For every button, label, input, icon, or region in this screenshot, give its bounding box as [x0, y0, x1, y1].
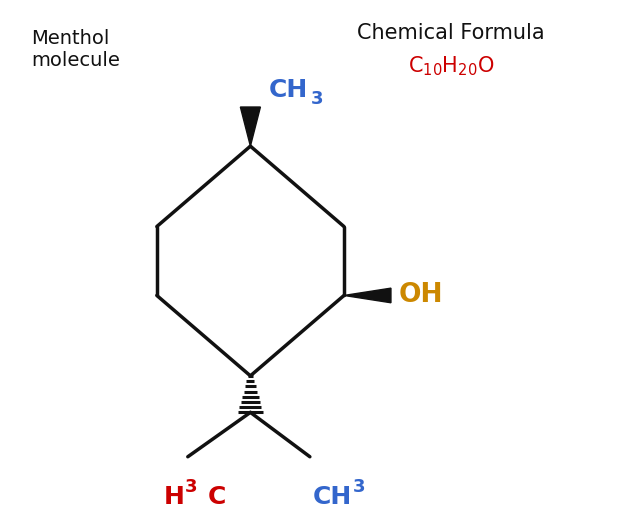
Text: C: C [208, 485, 226, 509]
Polygon shape [240, 107, 260, 146]
Text: Menthol
molecule: Menthol molecule [31, 29, 120, 70]
Text: $\mathregular{C_{10}H_{20}O}$: $\mathregular{C_{10}H_{20}O}$ [408, 55, 494, 78]
Text: CH: CH [313, 485, 352, 509]
Text: 3: 3 [185, 478, 197, 495]
Polygon shape [344, 288, 391, 303]
Text: Chemical Formula: Chemical Formula [357, 23, 545, 43]
Text: CH: CH [269, 78, 309, 102]
Text: H: H [164, 485, 185, 509]
Text: 3: 3 [310, 90, 323, 108]
Text: OH: OH [398, 282, 443, 309]
Text: 3: 3 [352, 478, 365, 495]
